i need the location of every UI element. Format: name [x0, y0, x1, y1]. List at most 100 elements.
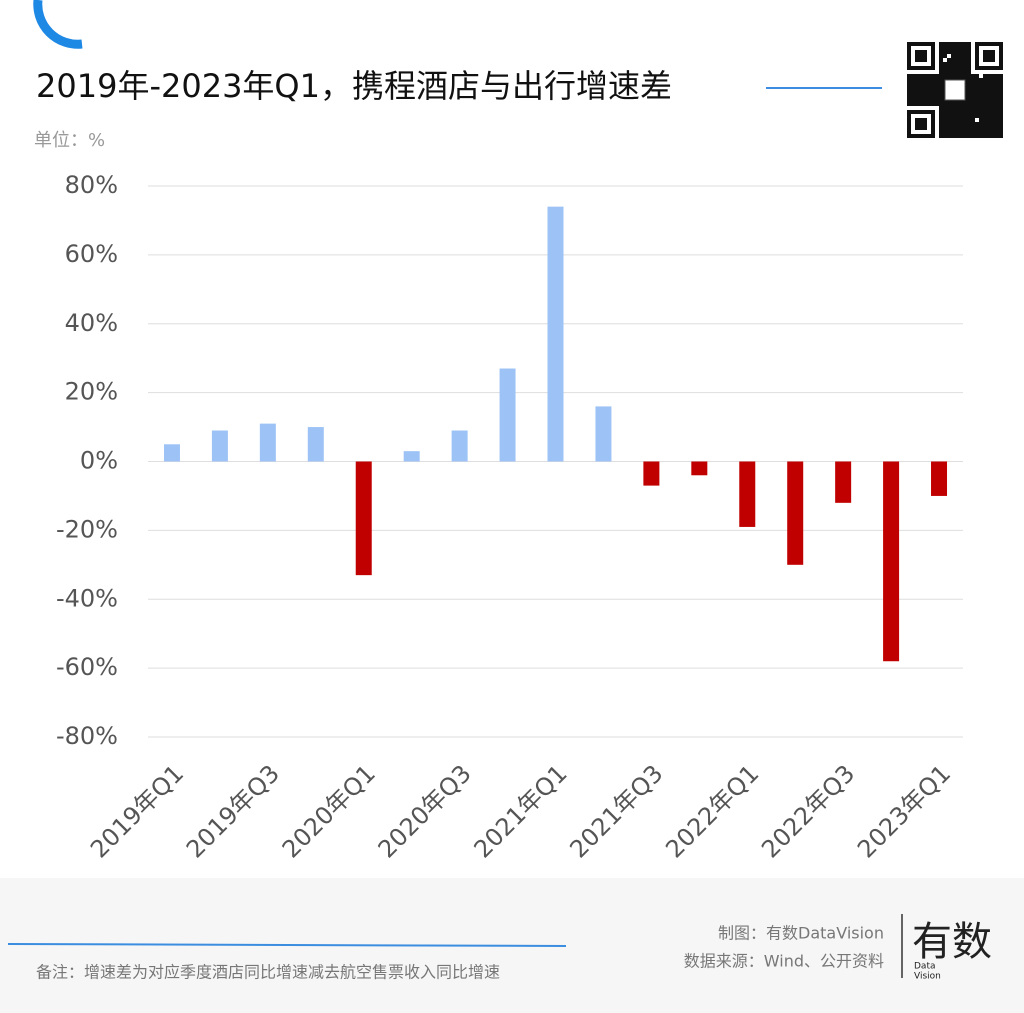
qr-cell	[967, 118, 971, 122]
plot: -80% -60% -40% -20% 0% 20% 40% 60% 80% 2019年Q1201…	[56, 171, 963, 864]
y-tick-label: -40%	[56, 584, 118, 612]
qr-cell	[975, 90, 979, 94]
qr-cell	[999, 90, 1003, 94]
y-tick-label: 20%	[65, 378, 118, 406]
qr-cell	[955, 122, 959, 126]
qr-cell	[955, 106, 959, 110]
qr-cell	[979, 126, 983, 130]
qr-cell	[979, 118, 983, 122]
qr-cell	[967, 122, 971, 126]
qr-cell	[931, 82, 935, 86]
qr-cell	[907, 82, 911, 86]
qr-cell	[999, 82, 1003, 86]
qr-cell	[967, 110, 971, 114]
qr-cell	[979, 98, 983, 102]
qr-cell	[951, 106, 955, 110]
qr-cell	[971, 130, 975, 134]
qr-cell	[987, 130, 991, 134]
qr-cell	[939, 82, 943, 86]
qr-cell	[911, 98, 915, 102]
qr-cell	[963, 50, 967, 54]
qr-cell	[975, 102, 979, 106]
qr-cell	[955, 126, 959, 130]
qr-cell	[951, 74, 955, 78]
qr-cell	[919, 94, 923, 98]
qr-cell	[907, 90, 911, 94]
qr-cell	[963, 106, 967, 110]
qr-cell	[971, 78, 975, 82]
qr-cell	[963, 102, 967, 106]
qr-cell	[967, 50, 971, 54]
qr-cell	[907, 86, 911, 90]
qr-cell	[915, 78, 919, 82]
x-tick-label: 2021年Q1	[469, 759, 573, 863]
qr-cell	[939, 78, 943, 82]
qr-cell	[963, 110, 967, 114]
qr-cell	[995, 94, 999, 98]
qr-cell	[947, 70, 951, 74]
qr-cell	[967, 90, 971, 94]
qr-cell	[963, 74, 967, 78]
qr-cell	[971, 106, 975, 110]
qr-cell	[987, 82, 991, 86]
qr-cell	[951, 62, 955, 66]
qr-cell	[947, 42, 951, 46]
qr-cell	[927, 98, 931, 102]
qr-cell	[943, 46, 947, 50]
qr-cell	[939, 58, 943, 62]
qr-cell	[947, 102, 951, 106]
qr-cell	[947, 114, 951, 118]
qr-cell	[927, 90, 931, 94]
qr-cell	[955, 42, 959, 46]
bar	[499, 368, 516, 462]
qr-cell	[995, 126, 999, 130]
qr-cell	[995, 122, 999, 126]
y-tick-label: 80%	[65, 171, 118, 199]
qr-cell	[907, 98, 911, 102]
qr-cell	[951, 114, 955, 118]
qr-cell	[979, 102, 983, 106]
qr-cell	[983, 94, 987, 98]
qr-cell	[991, 98, 995, 102]
bar	[835, 461, 852, 503]
qr-cell	[943, 70, 947, 74]
qr-finder	[983, 50, 995, 62]
qr-cell	[999, 94, 1003, 98]
qr-cell	[979, 106, 983, 110]
qr-finder	[915, 118, 927, 130]
qr-cell	[967, 46, 971, 50]
qr-cell	[943, 126, 947, 130]
qr-cell	[987, 118, 991, 122]
qr-cell	[971, 82, 975, 86]
qr-cell	[995, 102, 999, 106]
corner-decor	[33, 0, 83, 49]
qr-cell	[955, 70, 959, 74]
qr-cell	[959, 134, 963, 138]
qr-cell	[939, 134, 943, 138]
qr-cell	[935, 98, 939, 102]
qr-cell	[995, 74, 999, 78]
qr-cell	[939, 106, 943, 110]
x-tick-label: 2019年Q1	[85, 759, 189, 863]
qr-cell	[955, 50, 959, 54]
y-tick-label: 40%	[65, 309, 118, 337]
qr-cell	[915, 94, 919, 98]
logo-sub: Vision	[914, 972, 941, 982]
qr-cell	[987, 86, 991, 90]
qr-cell	[983, 126, 987, 130]
qr-cell	[911, 102, 915, 106]
qr-cell	[963, 54, 967, 58]
qr-cell	[983, 82, 987, 86]
qr-cell	[983, 90, 987, 94]
qr-cell	[979, 134, 983, 138]
qr-cell	[935, 74, 939, 78]
qr-cell	[959, 42, 963, 46]
qr-finder	[915, 50, 927, 62]
qr-cell	[919, 98, 923, 102]
qr-cell	[947, 122, 951, 126]
qr-cell	[959, 62, 963, 66]
qr-cell	[999, 114, 1003, 118]
qr-cell	[975, 78, 979, 82]
qr-cell	[991, 102, 995, 106]
qr-cell	[975, 74, 979, 78]
